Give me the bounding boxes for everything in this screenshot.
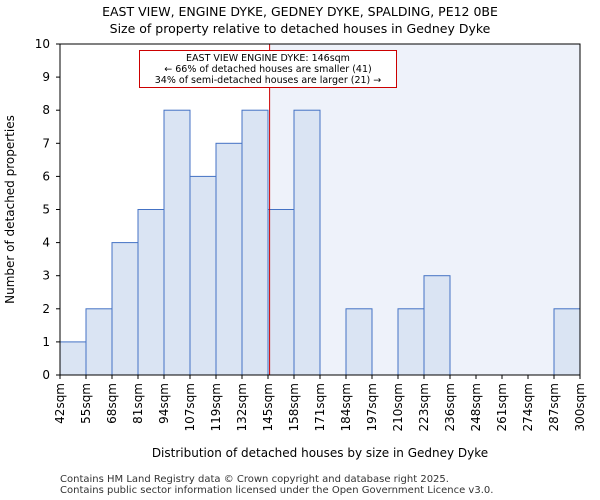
y-tick-label: 9	[42, 70, 50, 84]
annotation-line-3: 34% of semi-detached houses are larger (…	[154, 75, 382, 86]
x-tick-label: 261sqm	[495, 383, 509, 431]
x-tick-label: 94sqm	[157, 383, 171, 424]
x-tick-label: 248sqm	[469, 383, 483, 431]
y-tick-label: 0	[42, 368, 50, 382]
bar-107sqm	[189, 175, 217, 376]
x-tick-label: 81sqm	[131, 383, 145, 424]
annotation-line-2: ← 66% of detached houses are smaller (41…	[164, 64, 372, 75]
y-tick-label: 1	[42, 335, 50, 349]
bars-group	[59, 109, 581, 376]
plot-frame	[59, 43, 581, 376]
chart-title: EAST VIEW, ENGINE DYKE, GEDNEY DYKE, SPA…	[102, 4, 498, 19]
y-tick-label: 10	[35, 37, 50, 51]
y-axis-label: Number of detached properties	[3, 115, 17, 304]
bar-81sqm	[137, 209, 165, 376]
bar-119sqm	[215, 142, 243, 376]
x-tick-label: 132sqm	[235, 383, 249, 431]
x-tick-label: 236sqm	[443, 383, 457, 431]
chart-subtitle: Size of property relative to detached ho…	[109, 21, 491, 36]
bar-94sqm	[163, 109, 191, 376]
x-tick-label: 55sqm	[79, 383, 93, 424]
bar-42sqm	[59, 341, 87, 376]
x-tick-label: 158sqm	[287, 383, 301, 431]
annotation-line-1: EAST VIEW ENGINE DYKE: 146sqm	[186, 53, 350, 64]
y-tick-label: 4	[42, 236, 50, 250]
bar-184sqm	[345, 308, 373, 376]
x-tick-label: 107sqm	[183, 383, 197, 431]
y-tick-label: 2	[42, 302, 50, 316]
bar-158sqm	[293, 109, 321, 376]
x-tick-label: 197sqm	[365, 383, 379, 431]
y-tick-label: 3	[42, 269, 50, 283]
x-tick-label: 223sqm	[417, 383, 431, 431]
bar-68sqm	[111, 242, 139, 376]
y-tick-label: 5	[42, 203, 50, 217]
x-axis-label: Distribution of detached houses by size …	[152, 446, 488, 460]
x-tick-label: 68sqm	[105, 383, 119, 424]
bar-287sqm	[553, 308, 581, 376]
y-axis-ticks: 0 1 2 3 4 5 6 7 8 9 10	[35, 37, 60, 382]
y-tick-label: 7	[42, 136, 50, 150]
bar-145sqm	[267, 209, 295, 376]
bar-210sqm	[397, 308, 425, 376]
footer-licence: Contains public sector information licen…	[60, 485, 494, 496]
bar-223sqm	[423, 275, 451, 376]
x-tick-label: 274sqm	[521, 383, 535, 431]
x-tick-label: 145sqm	[261, 383, 275, 431]
annotation-box: EAST VIEW ENGINE DYKE: 146sqm ← 66% of d…	[139, 50, 397, 88]
y-tick-label: 6	[42, 169, 50, 183]
x-axis-ticks: 42sqm 55sqm 68sqm 81sqm 94sqm 107sqm 119sqm 132…	[53, 375, 587, 431]
bar-132sqm	[241, 109, 269, 376]
x-tick-label: 171sqm	[313, 383, 327, 431]
x-tick-label: 300sqm	[573, 383, 587, 431]
x-tick-label: 210sqm	[391, 383, 405, 431]
x-tick-label: 119sqm	[209, 383, 223, 431]
y-tick-label: 8	[42, 103, 50, 117]
x-tick-label: 287sqm	[547, 383, 561, 431]
x-tick-label: 42sqm	[53, 383, 67, 424]
bar-55sqm	[85, 308, 113, 376]
x-tick-label: 184sqm	[339, 383, 353, 431]
footer-copyright: Contains HM Land Registry data © Crown c…	[60, 474, 449, 485]
